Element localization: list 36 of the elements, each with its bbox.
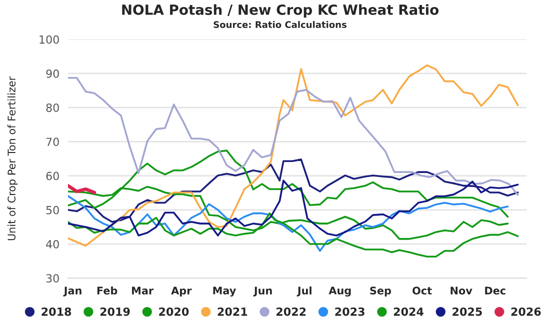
line-series bbox=[68, 77, 519, 196]
line-series bbox=[68, 184, 96, 194]
y-tick-label: 80 bbox=[46, 104, 59, 112]
legend-label: 2019 bbox=[100, 307, 130, 316]
legend-label: 2021 bbox=[218, 307, 248, 316]
x-tick-label: Jul bbox=[296, 286, 312, 296]
x-tick-label: May bbox=[213, 286, 236, 297]
legend-label: 2025 bbox=[452, 307, 482, 316]
x-tick-label: Jan bbox=[63, 286, 82, 296]
legend-label: 2023 bbox=[335, 307, 364, 316]
x-tick-label: Apr bbox=[171, 286, 192, 297]
y-tick-label: 100 bbox=[40, 35, 59, 44]
line-series bbox=[68, 195, 509, 252]
x-tick-label: Aug bbox=[328, 286, 351, 297]
x-tick-label: Sep bbox=[370, 286, 392, 297]
y-tick-label: 60 bbox=[46, 172, 59, 180]
y-tick-label: 50 bbox=[46, 206, 59, 214]
legend-label: 2024 bbox=[394, 307, 424, 316]
x-tick-label: Dec bbox=[485, 286, 506, 295]
line-series bbox=[68, 64, 519, 247]
y-tick-label: 30 bbox=[46, 274, 59, 283]
y-axis-title: Unit of Crop Per Ton of Fertilizer bbox=[7, 76, 18, 240]
legend-label: 2018 bbox=[42, 307, 72, 316]
x-tick-label: Nov bbox=[450, 286, 472, 295]
x-tick-label: Jun bbox=[253, 286, 272, 296]
x-tick-label: Mar bbox=[132, 286, 154, 295]
y-tick-label: 90 bbox=[46, 69, 59, 78]
x-tick-label: Oct bbox=[412, 286, 432, 295]
chart-subtitle: Source: Ratio Calculations bbox=[214, 21, 346, 28]
legend-label: 2026 bbox=[511, 307, 541, 316]
y-tick-label: 40 bbox=[46, 240, 59, 248]
legend-label: 2020 bbox=[159, 307, 189, 316]
legend-label: 2022 bbox=[276, 307, 306, 316]
y-tick-label: 70 bbox=[46, 138, 59, 146]
x-tick-label: Feb bbox=[97, 286, 118, 295]
chart-title: NOLA Potash / New Crop KC Wheat Ratio bbox=[122, 4, 439, 18]
